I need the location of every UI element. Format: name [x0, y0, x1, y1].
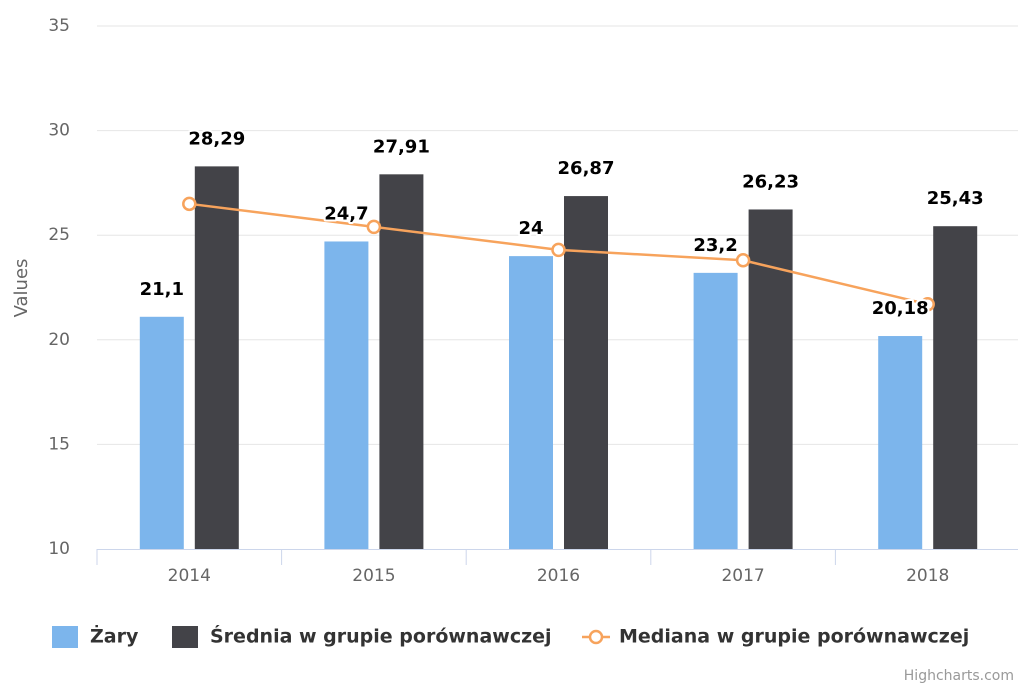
- bar: [379, 174, 424, 549]
- data-label: 28,29: [188, 128, 245, 149]
- x-tick-label: 2014: [168, 566, 211, 586]
- data-label: 26,23: [742, 171, 799, 192]
- y-tick-label: 30: [48, 121, 70, 141]
- bar: [748, 209, 793, 550]
- y-tick-label: 15: [48, 434, 70, 454]
- bar: [564, 196, 608, 550]
- y-tick-label: 20: [48, 330, 70, 350]
- line-marker: [551, 242, 566, 258]
- bar: [693, 272, 738, 549]
- bar: [509, 256, 553, 549]
- legend-label[interactable]: Średnia w grupie porównawczej: [210, 624, 552, 648]
- y-tick-label: 10: [48, 539, 70, 559]
- line-marker: [182, 196, 197, 212]
- legend-symbol[interactable]: [52, 626, 78, 648]
- bar: [194, 166, 239, 549]
- x-tick-label: 2018: [906, 566, 949, 586]
- legend-label[interactable]: Żary: [90, 624, 139, 648]
- line-marker: [366, 219, 382, 235]
- data-label: 20,18: [872, 298, 929, 319]
- bar: [933, 226, 978, 549]
- x-tick-label: 2015: [352, 566, 395, 586]
- data-label: 27,91: [373, 136, 430, 157]
- bar: [139, 316, 184, 549]
- data-label: 23,2: [693, 235, 737, 256]
- x-tick-label: 2016: [537, 566, 580, 586]
- credits[interactable]: Highcharts.com: [904, 668, 1014, 684]
- y-tick-label: 25: [48, 225, 70, 245]
- data-label: 24,7: [324, 203, 368, 224]
- data-label: 26,87: [558, 158, 615, 179]
- y-tick-label: 35: [48, 16, 70, 36]
- line-marker: [735, 253, 751, 268]
- data-label: 21,1: [140, 279, 184, 300]
- x-tick-label: 2017: [721, 566, 764, 586]
- data-label: 24: [518, 218, 543, 239]
- y-axis-title: Values: [11, 259, 32, 318]
- legend-symbol[interactable]: [588, 629, 604, 645]
- line-marker: [920, 296, 935, 312]
- data-label: 25,43: [927, 188, 984, 209]
- bar: [324, 241, 369, 549]
- bar: [878, 336, 923, 549]
- legend-symbol[interactable]: [172, 626, 198, 648]
- legend-label[interactable]: Mediana w grupie porównawczej: [619, 626, 969, 648]
